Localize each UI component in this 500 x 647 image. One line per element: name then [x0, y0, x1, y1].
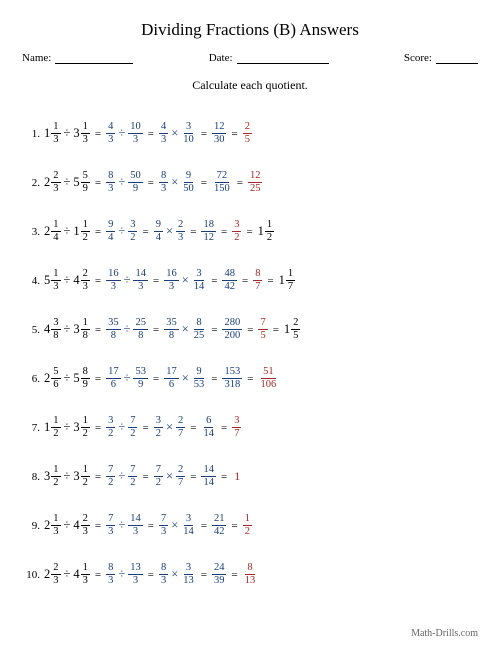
step-answer: 1225	[248, 171, 263, 195]
step-product: 4842	[222, 269, 237, 293]
step-improper: 358÷258	[106, 318, 148, 342]
footer: Math-Drills.com	[411, 628, 478, 639]
step-improper: 176÷539	[106, 367, 148, 391]
step-improper: 83÷133	[106, 563, 143, 587]
problem-row: 8.312÷312=72÷72=72×27=1414=1	[22, 452, 478, 501]
problem-number: 7.	[22, 422, 44, 434]
score-label: Score:	[404, 52, 432, 64]
date-field: Date:	[209, 52, 329, 64]
problem-expression: 513÷423	[44, 269, 90, 293]
name-label: Name:	[22, 52, 51, 64]
problem-expression: 223÷413	[44, 563, 90, 587]
step-product: 1230	[212, 122, 227, 146]
problem-expression: 214÷112	[44, 220, 90, 244]
step-product: 153318	[222, 367, 242, 391]
step-improper: 73÷143	[106, 514, 143, 538]
step-improper: 43÷103	[106, 122, 143, 146]
step-multiply: 43×310	[159, 122, 196, 146]
problem-number: 2.	[22, 177, 44, 189]
problem-row: 2.223÷559=83÷509=83×950=72150=1225	[22, 158, 478, 207]
step-product: 1812	[201, 220, 216, 244]
step-answer: 87	[253, 269, 262, 293]
step-answer: 37	[232, 416, 241, 440]
step-improper: 94÷32	[106, 220, 137, 244]
problem-number: 4.	[22, 275, 44, 287]
step-product: 2142	[212, 514, 227, 538]
step-mixed: 112	[258, 220, 275, 244]
problem-expression: 438÷318	[44, 318, 90, 342]
problem-number: 6.	[22, 373, 44, 385]
header-row: Name: Date: Score:	[22, 52, 478, 64]
step-product: 2439	[212, 563, 227, 587]
step-multiply: 83×313	[159, 563, 196, 587]
name-line	[55, 52, 133, 64]
problem-row: 9.213÷423=73÷143=73×314=2142=12	[22, 501, 478, 550]
problem-row: 1.113÷313=43÷103=43×310=1230=25	[22, 109, 478, 158]
problem-number: 1.	[22, 128, 44, 140]
step-multiply: 32×27	[154, 416, 186, 440]
problem-number: 5.	[22, 324, 44, 336]
score-field: Score:	[404, 52, 478, 64]
problem-row: 7.112÷312=32÷72=32×27=614=37	[22, 403, 478, 452]
step-improper: 32÷72	[106, 416, 137, 440]
step-multiply: 83×950	[159, 171, 196, 195]
step-answer: 1	[232, 469, 242, 484]
name-field: Name:	[22, 52, 133, 64]
page-title: Dividing Fractions (B) Answers	[22, 20, 478, 40]
instruction: Calculate each quotient.	[22, 78, 478, 93]
problem-expression: 112÷312	[44, 416, 90, 440]
step-multiply: 176×953	[164, 367, 206, 391]
step-answer: 75	[258, 318, 267, 342]
problem-expression: 256÷589	[44, 367, 90, 391]
step-improper: 83÷509	[106, 171, 143, 195]
problem-expression: 223÷559	[44, 171, 90, 195]
step-answer: 813	[243, 563, 258, 587]
step-product: 1414	[201, 465, 216, 489]
step-answer: 32	[232, 220, 241, 244]
problem-number: 8.	[22, 471, 44, 483]
step-mixed: 117	[279, 269, 296, 293]
step-improper: 72÷72	[106, 465, 137, 489]
step-answer: 51106	[258, 367, 278, 391]
step-improper: 163÷143	[106, 269, 148, 293]
problem-row: 6.256÷589=176÷539=176×953=153318=51106	[22, 354, 478, 403]
step-answer: 25	[243, 122, 252, 146]
step-product: 72150	[212, 171, 232, 195]
score-line	[436, 52, 478, 64]
step-multiply: 72×27	[154, 465, 186, 489]
problem-row: 3.214÷112=94÷32=94×23=1812=32=112	[22, 207, 478, 256]
step-product: 280200	[222, 318, 242, 342]
problem-expression: 312÷312	[44, 465, 90, 489]
date-label: Date:	[209, 52, 233, 64]
step-answer: 12	[243, 514, 252, 538]
problem-row: 5.438÷318=358÷258=358×825=280200=75=125	[22, 305, 478, 354]
problem-number: 3.	[22, 226, 44, 238]
step-multiply: 163×314	[164, 269, 206, 293]
problem-expression: 113÷313	[44, 122, 90, 146]
step-multiply: 73×314	[159, 514, 196, 538]
problem-expression: 213÷423	[44, 514, 90, 538]
problems-list: 1.113÷313=43÷103=43×310=1230=252.223÷559…	[22, 109, 478, 599]
step-multiply: 358×825	[164, 318, 206, 342]
problem-number: 10.	[22, 569, 44, 581]
problem-row: 4.513÷423=163÷143=163×314=4842=87=117	[22, 256, 478, 305]
step-mixed: 125	[284, 318, 301, 342]
problem-row: 10.223÷413=83÷133=83×313=2439=813	[22, 550, 478, 599]
problem-number: 9.	[22, 520, 44, 532]
step-multiply: 94×23	[154, 220, 186, 244]
step-product: 614	[201, 416, 216, 440]
date-line	[237, 52, 329, 64]
